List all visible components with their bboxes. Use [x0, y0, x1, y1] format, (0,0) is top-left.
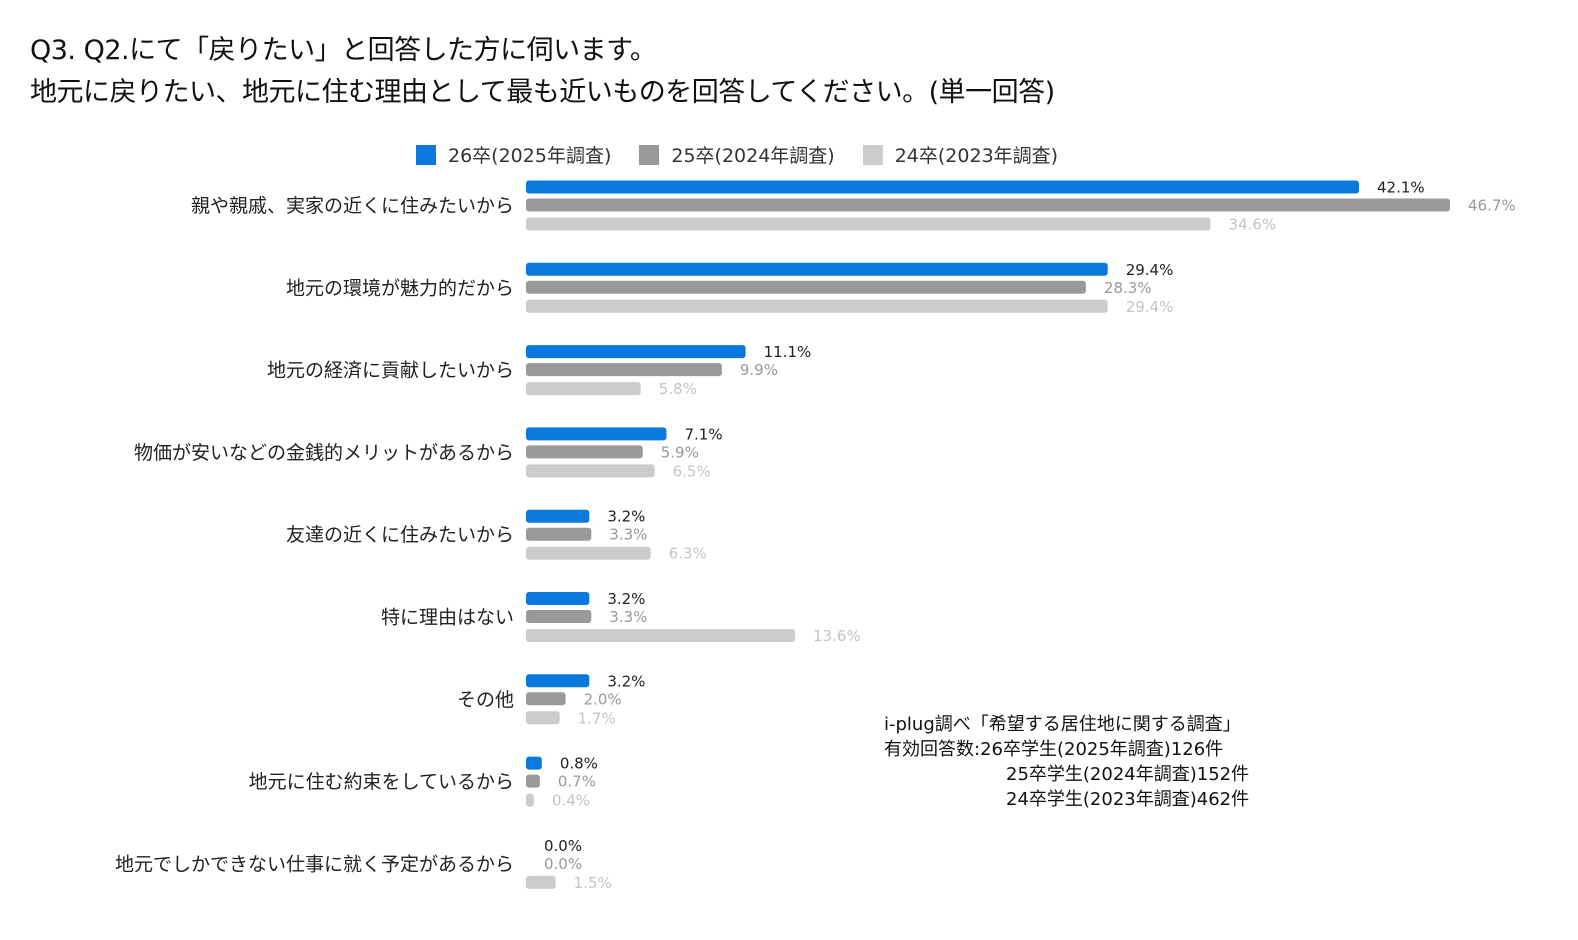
bar [526, 692, 566, 706]
note-line-4: 24卒学生(2023年調査)462件 [1006, 789, 1250, 810]
legend-swatch-25 [639, 144, 660, 165]
bar [526, 509, 590, 523]
title-line-1: Q3. Q2.にて「戻りたい」と回答した方に伺います。 [30, 35, 657, 66]
legend-label-26: 26卒(2025年調査) [448, 145, 612, 167]
legend-label-24: 24卒(2023年調査) [894, 145, 1059, 167]
data-label: 3.2% [607, 590, 645, 608]
data-label: 29.4% [1126, 261, 1174, 279]
data-label: 3.2% [607, 508, 645, 526]
category-label: 友達の近くに住みたいから [286, 524, 514, 546]
data-label: 1.7% [578, 709, 616, 727]
bar [526, 382, 641, 396]
bar [526, 527, 592, 541]
category-label: 地元に住む約束をしているから [249, 771, 514, 793]
data-label: 46.7% [1468, 197, 1516, 215]
legend-swatch-26 [416, 144, 436, 165]
legend: 26卒(2025年調査) 25卒(2024年調査) 24卒(2023年調査) [416, 141, 1058, 168]
category-label: 地元の経済に貢献したいから [267, 360, 514, 382]
category-label: 地元の環境が魅力的だから [286, 277, 514, 299]
bar [526, 592, 590, 605]
legend-label-25: 25卒(2024年調査) [671, 145, 835, 167]
legend-item-24: 24卒(2023年調査) [862, 141, 1059, 168]
data-label: 9.9% [740, 361, 778, 379]
title-line-2: 地元に戻りたい、地元に住む理由として最も近いものを回答してください。(単一回答) [30, 77, 1055, 108]
category-label: その他 [457, 689, 514, 711]
bar [526, 217, 1211, 231]
note-line-3: 25卒学生(2024年調査)152件 [1006, 764, 1250, 785]
data-label: 2.0% [584, 690, 622, 708]
bar [526, 262, 1108, 276]
category-label: 特に理由はない [381, 607, 514, 629]
category-label: 親や親戚、実家の近くに住みたいから [191, 195, 514, 217]
bar [526, 363, 722, 377]
bar [526, 180, 1359, 194]
note-line-1: i-plug調べ「希望する居住地に関する調査」 [884, 714, 1241, 735]
bar [526, 445, 643, 459]
data-label: 34.6% [1229, 216, 1277, 234]
data-label: 0.7% [558, 773, 596, 791]
bar [526, 629, 796, 642]
data-label: 0.8% [560, 755, 598, 773]
bar [526, 299, 1108, 313]
data-label: 7.1% [684, 425, 722, 443]
legend-swatch-24 [862, 144, 883, 165]
bar [526, 756, 542, 770]
note-line-2: 有効回答数:26卒学生(2025年調査)126件 [884, 739, 1224, 760]
data-label: 3.2% [607, 672, 645, 690]
bar [526, 280, 1086, 294]
bar [526, 674, 590, 688]
bar [526, 793, 534, 807]
data-label: 11.1% [764, 343, 812, 361]
bar [526, 546, 651, 560]
data-label: 28.3% [1104, 279, 1152, 297]
bar [526, 464, 655, 478]
bar [526, 875, 556, 889]
data-label: 5.8% [659, 380, 697, 398]
bar [526, 711, 560, 725]
data-label: 0.4% [552, 792, 590, 810]
data-label: 1.5% [574, 874, 612, 892]
data-label: 5.9% [661, 443, 699, 461]
data-label: 42.1% [1377, 179, 1425, 197]
bar [526, 427, 667, 441]
data-label: 29.4% [1126, 298, 1174, 316]
source-note: i-plug調べ「希望する居住地に関する調査」 有効回答数:26卒学生(2025… [884, 712, 1249, 812]
data-label: 3.3% [609, 526, 647, 544]
bar [526, 198, 1450, 212]
bar [526, 610, 592, 623]
legend-item-25: 25卒(2024年調査) [639, 141, 835, 168]
bar [526, 345, 746, 359]
data-label: 6.5% [673, 462, 711, 480]
category-label: 物価が安いなどの金銭的メリットがあるから [134, 442, 514, 464]
category-label: 地元でしかできない仕事に就く予定があるから [115, 853, 514, 875]
data-label: 13.6% [813, 627, 861, 645]
data-label: 0.0% [544, 837, 582, 855]
chart-title: Q3. Q2.にて「戻りたい」と回答した方に伺います。 地元に戻りたい、地元に住… [30, 30, 1055, 114]
bar [526, 774, 540, 788]
data-label: 0.0% [544, 855, 582, 873]
data-label: 3.3% [609, 608, 647, 626]
legend-item-26: 26卒(2025年調査) [416, 141, 611, 168]
data-label: 6.3% [669, 545, 707, 563]
